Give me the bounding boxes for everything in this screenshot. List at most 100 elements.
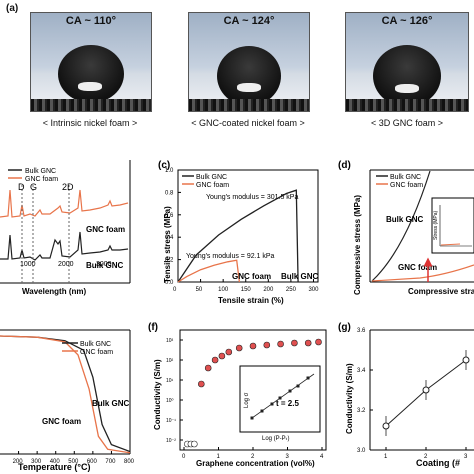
raman-gnc-foam <box>0 189 129 218</box>
tick-2000: 2000 <box>58 261 74 268</box>
y-axis-label: Conductivity (S/m) <box>153 359 162 430</box>
legend-bulk-gnc: Bulk GNC <box>80 341 111 348</box>
x-tick-label: 2 <box>251 454 255 460</box>
y-tick-label: 10⁻² <box>166 438 176 444</box>
data-point <box>422 386 430 394</box>
y-tick-label: 0.4 <box>165 235 174 241</box>
tensile-gnc-foam <box>177 259 241 283</box>
data-point <box>462 356 470 364</box>
x-tick-label: 50 <box>196 287 203 293</box>
x-tick-label: 600 <box>87 459 98 465</box>
panel-d-label: (d) <box>338 160 351 171</box>
contact-angle-label: CA ~ 110° <box>65 15 117 27</box>
data-point <box>191 440 198 448</box>
data-point <box>211 356 219 364</box>
legend-bulk-gnc: Bulk GNC <box>390 174 421 181</box>
annotation-modulus-bulk: Young's modulus = 301.5 kPa <box>206 194 298 201</box>
y-tick-label: 10¹ <box>166 378 174 384</box>
y-tick-label: 10² <box>166 358 174 364</box>
x-tick-label: 1 <box>384 454 388 460</box>
curve-label-gnc-foam: GNC foam <box>232 272 271 281</box>
x-tick-label: 400 <box>50 459 61 465</box>
droplet-highlight <box>395 84 419 93</box>
data-point <box>225 348 233 356</box>
x-axis-label: Compressive stra <box>408 287 474 296</box>
foam-surface <box>189 99 309 111</box>
droplet-highlight <box>237 83 261 92</box>
water-droplet <box>58 45 124 103</box>
y-tick-label: 0.6 <box>165 213 174 219</box>
inset-y-axis-label: Log σ <box>244 392 250 408</box>
y-tick-label: 3.2 <box>357 408 366 414</box>
contact-angle-label: CA ~ 124° <box>223 15 275 27</box>
data-point <box>263 341 271 349</box>
photo-caption: < GNC-coated nickel foam > <box>191 118 305 128</box>
data-point <box>291 339 298 347</box>
panel-f-label: (f) <box>148 322 158 333</box>
x-tick-label: 250 <box>286 287 297 293</box>
curve-label-bulk-gnc: Bulk GNC <box>92 399 130 408</box>
panel-e: 200 300 400 500 600 700 800 Bulk GNC GNC foam … <box>0 329 135 472</box>
tick-1000: 1000 <box>20 261 36 268</box>
panel-d: (d) Bulk GNC GNC foam Bulk GNC GNC foam … <box>338 160 474 296</box>
panel-g: (g) 1 2 3 3.0 3.2 3.4 3.6 Coating (# Conductiv… <box>338 322 474 468</box>
legend-gnc-foam: GNC foam <box>25 176 58 183</box>
inset-plot <box>431 197 474 254</box>
x-tick-label: 300 <box>31 459 42 465</box>
data-point <box>382 422 390 430</box>
panel-b: D G 2D Bulk GNC GNC foam GNC foam Bulk G… <box>0 160 131 296</box>
panel-a-label: (a) <box>6 3 19 14</box>
x-tick-label: 300 <box>308 287 319 293</box>
panel-g-label: (g) <box>338 322 351 333</box>
y-axis-label: Conductivity (S/m) <box>345 363 354 434</box>
peak-g: G <box>30 182 37 192</box>
x-axis-label: Tensile strain (%) <box>218 296 284 305</box>
inset-x-axis-label: Log (P-Pₜ) <box>262 436 289 442</box>
legend-bulk-gnc: Bulk GNC <box>25 168 56 175</box>
y-tick-label: 0.0 <box>165 280 174 286</box>
x-tick-label: 800 <box>124 459 135 465</box>
data-point <box>218 352 226 360</box>
panel-c: (c) 0 50 100 150 200 250 300 0.0 0.2 0.4 0.6 0.8 1.0… <box>158 160 319 305</box>
data-point <box>304 339 312 347</box>
foam-surface <box>346 99 468 111</box>
compressive-bulk-gnc <box>371 170 431 282</box>
inset-annotation: t = 2.5 <box>276 399 299 408</box>
y-axis-label: Tensile stress (MPa) <box>163 206 172 283</box>
inset-data-point <box>296 384 300 388</box>
y-tick-label: 10⁻¹ <box>166 418 176 424</box>
y-axis-label: Compressive stress (MPa) <box>353 195 362 295</box>
curve-label-bulk-gnc: Bulk GNC <box>386 215 424 224</box>
curve-label-gnc-foam: GNC foam <box>86 225 125 234</box>
x-tick-label: 0 <box>182 454 186 460</box>
y-tick-label: 0.2 <box>165 258 174 264</box>
data-point <box>277 340 284 348</box>
x-tick-label: 4 <box>320 454 324 460</box>
droplet-highlight <box>78 82 102 91</box>
y-tick-label: 0.8 <box>165 190 174 196</box>
foam-surface <box>31 99 151 111</box>
inset-y-axis-label: Stress (MPa) <box>433 210 439 240</box>
annotation-modulus-foam: Young's modulus = 92.1 kPa <box>186 253 275 260</box>
contact-angle-label: CA ~ 126° <box>381 15 433 27</box>
y-tick-label: 1.0 <box>165 168 174 174</box>
photo-intrinsic-nickel-foam: CA ~ 110° <box>30 12 152 112</box>
compressive-gnc-foam <box>371 264 474 282</box>
y-tick-label: 10⁰ <box>166 398 174 404</box>
panel-c-label: (c) <box>158 160 170 171</box>
panel-f: (f) 0 1 2 3 4 10⁻² 10⁻¹ 10⁰ 10¹ 10² 10³ t = 2.5 Lo… <box>148 322 327 468</box>
data-point <box>249 342 257 350</box>
data-point <box>198 380 205 388</box>
tga-gnc-foam <box>0 335 131 454</box>
x-tick-label: 3 <box>464 454 468 460</box>
x-tick-label: 2 <box>424 454 428 460</box>
x-axis-label: Temperature (°C) <box>18 462 90 472</box>
photo-3d-gnc-foam: CA ~ 126° <box>345 12 469 112</box>
x-tick-label: 0 <box>173 287 177 293</box>
data-point <box>315 338 322 346</box>
data-point <box>235 344 243 352</box>
photo-gnc-coated-nickel-foam: CA ~ 124° <box>188 12 310 112</box>
y-tick-label: 10³ <box>166 338 174 344</box>
legend-gnc-foam: GNC foam <box>80 349 113 356</box>
